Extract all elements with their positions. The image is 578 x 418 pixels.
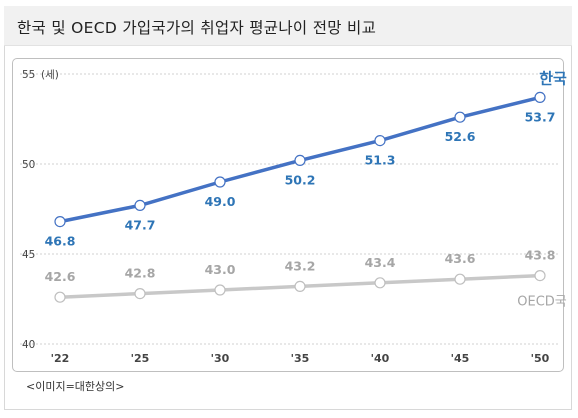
korea-data-label: 50.2 [285,172,316,187]
y-tick-label: 45 [22,249,35,261]
title-bar: 한국 및 OECD 가입국가의 취업자 평균나이 전망 비교 [4,6,572,46]
korea-data-point [294,154,306,166]
oecd-data-point [374,277,386,289]
oecd-data-label: 43.0 [205,262,236,277]
y-unit-label: (세) [41,69,59,81]
oecd-data-label: 43.8 [525,248,556,263]
oecd-data-label: 42.8 [125,266,156,281]
oecd-data-label: 43.6 [445,251,476,266]
oecd-data-label: 42.6 [45,269,76,284]
korea-data-point [454,111,466,123]
korea-data-point [374,135,386,147]
x-tick-label: '40 [371,352,390,365]
oecd-series-name: OECD국 [517,295,567,310]
y-tick-label: 40 [22,339,35,351]
korea-data-point [214,176,226,188]
korea-data-label: 52.6 [445,129,476,144]
oecd-data-point [534,270,546,282]
korea-data-point [54,216,66,228]
y-tick-label: 50 [22,159,35,171]
x-tick-label: '30 [211,352,230,365]
oecd-data-point [294,280,306,292]
oecd-data-point [54,291,66,303]
korea-data-point [534,91,546,104]
korea-data-label: 49.0 [205,194,236,209]
oecd-data-label: 43.2 [285,258,316,273]
chart-frame [12,58,564,372]
oecd-data-point [134,288,146,300]
chart-title: 한국 및 OECD 가입국가의 취업자 평균나이 전망 비교 [17,19,377,37]
oecd-data-point [214,284,226,296]
y-tick-label: 55 [22,69,35,81]
x-tick-label: '35 [291,352,310,365]
image-caption: <이미지=대한상의> [26,380,125,393]
x-tick-label: '25 [131,352,150,365]
x-tick-label: '50 [531,352,550,365]
korea-data-point [134,199,146,211]
korea-data-label: 46.8 [45,234,76,249]
korea-data-label: 51.3 [365,153,396,168]
korea-data-label: 53.7 [525,109,556,124]
oecd-data-label: 43.4 [365,255,396,270]
korea-data-label: 47.7 [125,217,156,232]
x-tick-label: '45 [451,352,470,365]
x-tick-label: '22 [51,352,70,365]
korea-series-name: 한국 [539,69,567,87]
oecd-data-point [454,273,466,285]
